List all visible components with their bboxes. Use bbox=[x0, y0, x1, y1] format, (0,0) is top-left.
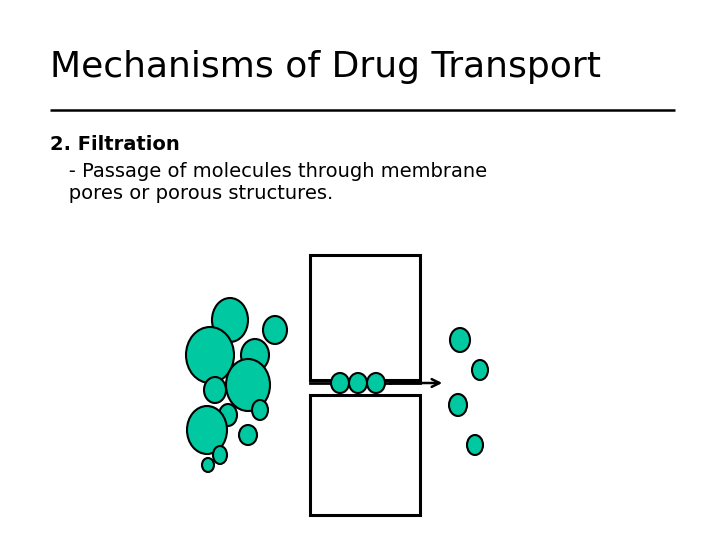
Ellipse shape bbox=[186, 327, 234, 383]
Ellipse shape bbox=[213, 446, 227, 464]
Ellipse shape bbox=[187, 406, 227, 454]
Ellipse shape bbox=[212, 298, 248, 342]
Ellipse shape bbox=[239, 425, 257, 445]
Ellipse shape bbox=[202, 458, 214, 472]
Text: 2. Filtration: 2. Filtration bbox=[50, 135, 180, 154]
Ellipse shape bbox=[450, 328, 470, 352]
Ellipse shape bbox=[472, 360, 488, 380]
Ellipse shape bbox=[349, 373, 367, 393]
Ellipse shape bbox=[263, 316, 287, 344]
Ellipse shape bbox=[241, 339, 269, 371]
Ellipse shape bbox=[252, 400, 268, 420]
Ellipse shape bbox=[226, 359, 270, 411]
Ellipse shape bbox=[449, 394, 467, 416]
Ellipse shape bbox=[331, 373, 349, 393]
Ellipse shape bbox=[204, 377, 226, 403]
Bar bbox=[310, 395, 420, 515]
Ellipse shape bbox=[219, 404, 237, 426]
Ellipse shape bbox=[467, 435, 483, 455]
Text: Mechanisms of Drug Transport: Mechanisms of Drug Transport bbox=[50, 50, 601, 84]
Ellipse shape bbox=[367, 373, 385, 393]
Bar bbox=[310, 255, 420, 380]
Text: - Passage of molecules through membrane
   pores or porous structures.: - Passage of molecules through membrane … bbox=[50, 162, 487, 203]
